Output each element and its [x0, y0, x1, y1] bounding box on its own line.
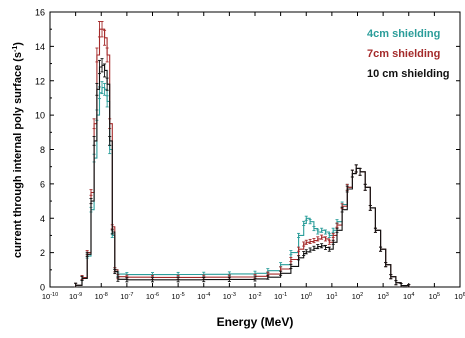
x-tick-label: 10-5	[172, 292, 185, 301]
series-group	[74, 58, 411, 288]
y-tick-label: 8	[40, 145, 45, 155]
series-group	[74, 81, 411, 288]
y-tick-label: 16	[35, 8, 45, 18]
legend-entry: 10 cm shielding	[367, 68, 450, 80]
x-tick-label: 10-2	[248, 292, 261, 301]
legend-entry: 4cm shielding	[367, 28, 440, 40]
legend-entry: 7cm shielding	[367, 48, 440, 60]
y-axis-label: current through internal poly surface (s…	[12, 42, 24, 258]
x-tick-label: 10-3	[223, 292, 236, 301]
tick-layer: 0 2 4 6 8 10 12 14 16 10-10 10-9 10-8 10-7 10-6 10-5 10…	[35, 8, 465, 302]
x-tick-label: 10-7	[120, 292, 133, 301]
svg-text:current through internal poly: current through internal poly surface (s…	[12, 42, 24, 258]
x-tick-label: 103	[377, 292, 388, 301]
x-tick-label: 104	[403, 292, 414, 301]
y-tick-label: 12	[35, 76, 45, 86]
x-tick-label: 10-6	[146, 292, 159, 301]
x-tick-label: 105	[429, 292, 440, 301]
series-line	[75, 28, 410, 287]
y-tick-label: 6	[40, 179, 45, 189]
y-tick-label: 0	[40, 283, 45, 293]
x-tick-label: 10-10	[42, 292, 58, 301]
x-tick-label: 10-1	[274, 292, 287, 301]
x-tick-label: 10-9	[69, 292, 82, 301]
x-tick-label: 10-8	[95, 292, 108, 301]
series-line	[75, 64, 410, 287]
legend: 4cm shielding 7cm shielding 10 cm shieldin…	[367, 28, 450, 80]
y-tick-label: 10	[35, 111, 45, 121]
x-tick-label: 100	[301, 292, 312, 301]
y-axis-label-close: )	[12, 42, 24, 46]
series-layer	[74, 21, 411, 288]
x-tick-label: 101	[326, 292, 337, 301]
x-axis-label: Energy (MeV)	[217, 315, 294, 329]
x-tick-label: 10-4	[197, 292, 210, 301]
y-axis-label-main: current through internal poly surface (s	[12, 52, 24, 258]
y-axis-label-exp: -1	[12, 46, 19, 52]
x-tick-label: 106	[454, 292, 465, 301]
series-line	[75, 87, 410, 287]
x-tick-label: 102	[352, 292, 363, 301]
y-tick-label: 14	[35, 42, 45, 52]
series-group	[74, 21, 411, 288]
y-tick-label: 4	[40, 214, 45, 224]
y-tick-label: 2	[40, 248, 45, 258]
